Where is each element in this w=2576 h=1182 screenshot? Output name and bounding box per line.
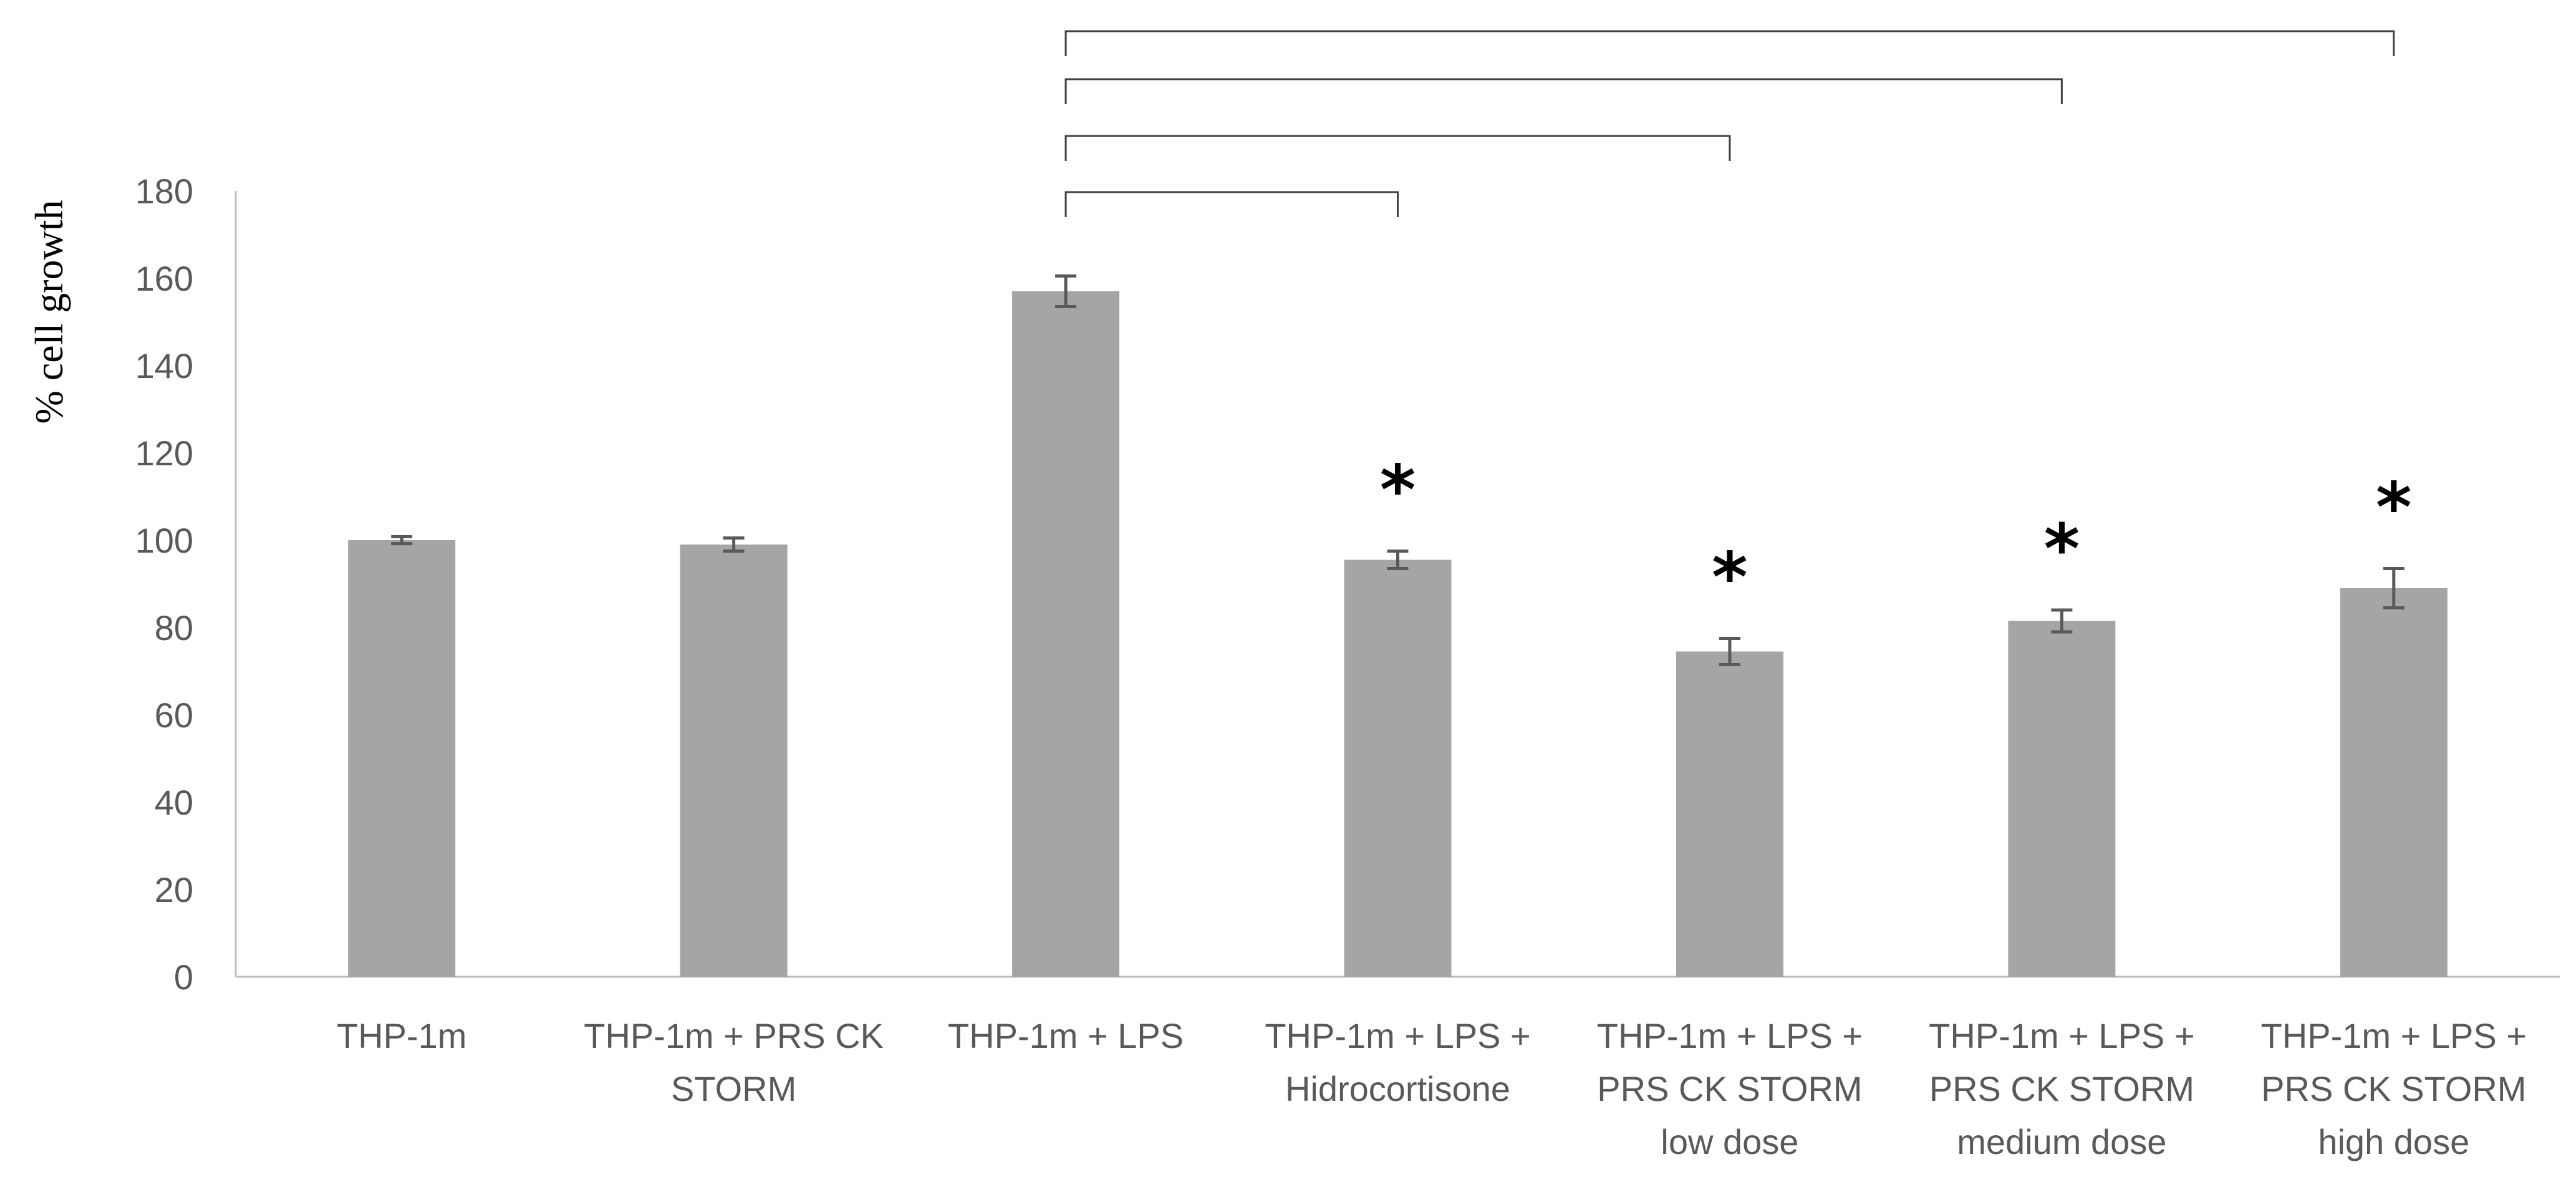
x-tick-label: THP-1m + LPS +: [1265, 1016, 1530, 1055]
significance-stars: * * * *: [1380, 450, 2412, 618]
error-bar: [2051, 608, 2073, 634]
x-tick-label: THP-1m: [337, 1016, 466, 1055]
y-tick-label: 80: [155, 608, 193, 647]
y-tick-label: 140: [135, 346, 193, 385]
error-bars: [391, 274, 2405, 666]
x-tick-label: THP-1m + LPS +: [1929, 1016, 2194, 1055]
x-tick-label: PRS CK STORM: [2261, 1069, 2526, 1108]
error-bar: [723, 536, 745, 553]
y-tick-label: 20: [155, 870, 193, 909]
y-tick-label: 180: [135, 172, 193, 211]
x-tick-label: PRS CK STORM: [1929, 1069, 2194, 1108]
x-tick-label: THP-1m + PRS CK: [584, 1016, 884, 1055]
bar: [1676, 651, 1783, 977]
y-tick-label: 160: [135, 259, 193, 298]
error-bar: [391, 535, 413, 546]
significance-star: *: [1712, 538, 1748, 618]
x-tick-label: medium dose: [1957, 1122, 2166, 1161]
bar: [348, 540, 456, 977]
x-tick-labels: THP-1m THP-1m + PRS CK STORM THP-1m + LPS TH…: [337, 1016, 2527, 1161]
y-axis-title: % cell growth: [27, 200, 71, 424]
comparison-brackets: [1064, 30, 2395, 217]
bar: [1344, 560, 1452, 977]
y-tick-label: 40: [155, 783, 193, 822]
y-tick-label: 60: [155, 695, 193, 735]
x-tick-label: low dose: [1661, 1122, 1798, 1161]
bar: [680, 545, 788, 977]
x-tick-label: THP-1m + LPS: [948, 1016, 1184, 1055]
y-tick-labels: 0 20 40 60 80 100 120 140 160 180: [135, 172, 193, 997]
error-bar: [1719, 637, 1740, 666]
x-tick-label: STORM: [671, 1069, 796, 1108]
significance-star: *: [2044, 509, 2080, 589]
significance-star: *: [1380, 450, 1416, 530]
bars: [348, 291, 2448, 977]
comparison-bracket: [1064, 30, 2395, 56]
significance-star: *: [2376, 468, 2412, 548]
bar: [1012, 291, 1120, 977]
error-bar: [2383, 567, 2405, 609]
x-tick-label: high dose: [2318, 1122, 2469, 1161]
error-bar: [1387, 550, 1409, 570]
comparison-bracket: [1064, 191, 1399, 217]
comparison-bracket: [1064, 78, 2063, 104]
y-tick-label: 0: [174, 957, 193, 997]
y-axis-title-group: % cell growth: [27, 200, 71, 424]
bar: [2340, 588, 2448, 977]
bar: [2008, 621, 2116, 977]
comparison-bracket: [1064, 135, 1731, 161]
x-tick-label: Hidrocortisone: [1285, 1069, 1510, 1108]
y-tick-label: 100: [135, 521, 193, 560]
x-tick-label: THP-1m + LPS +: [2261, 1016, 2527, 1055]
y-tick-label: 120: [135, 434, 193, 473]
x-tick-label: PRS CK STORM: [1597, 1069, 1862, 1108]
x-tick-label: THP-1m + LPS +: [1597, 1016, 1863, 1055]
error-bar: [1055, 274, 1077, 308]
